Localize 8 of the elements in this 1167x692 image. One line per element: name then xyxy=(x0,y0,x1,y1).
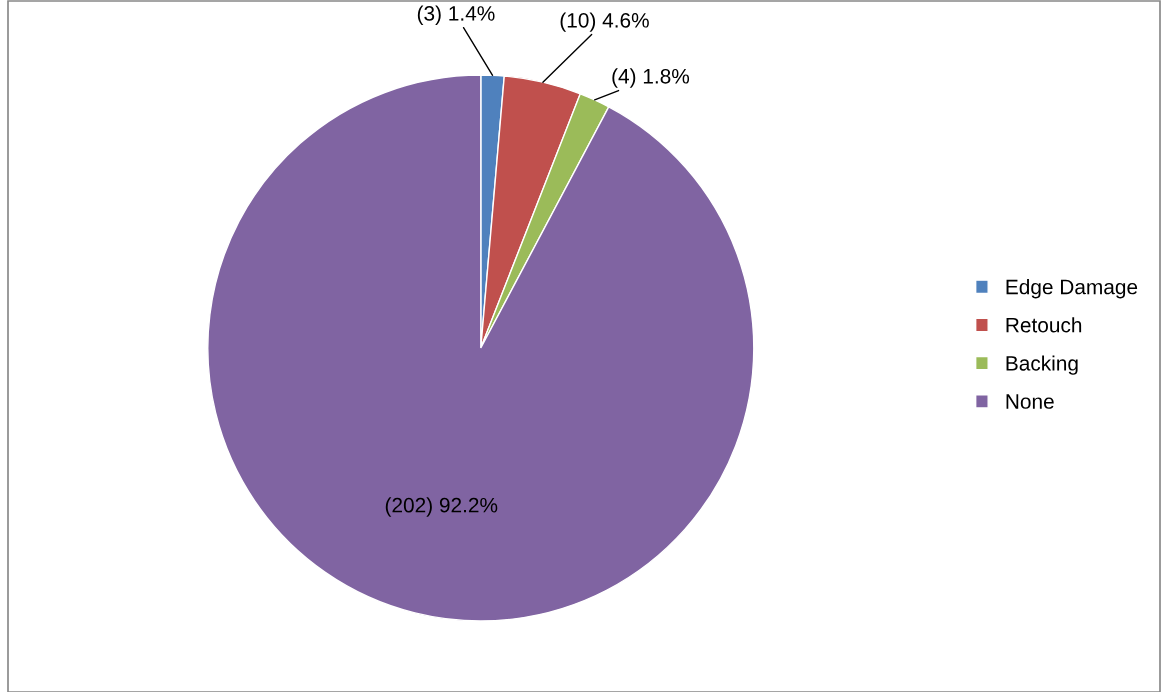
legend-label: Backing xyxy=(1006,355,1078,375)
data-label: (3) 1.4% xyxy=(417,5,495,25)
data-label: (4) 1.8% xyxy=(612,68,690,88)
data-label: (202) 92.2% xyxy=(385,497,498,517)
legend-label: Retouch xyxy=(1006,317,1082,333)
data-label: (10) 4.6% xyxy=(560,12,649,32)
legend-label: None xyxy=(1006,394,1054,409)
legend-label: Edge Damage xyxy=(1006,279,1138,299)
